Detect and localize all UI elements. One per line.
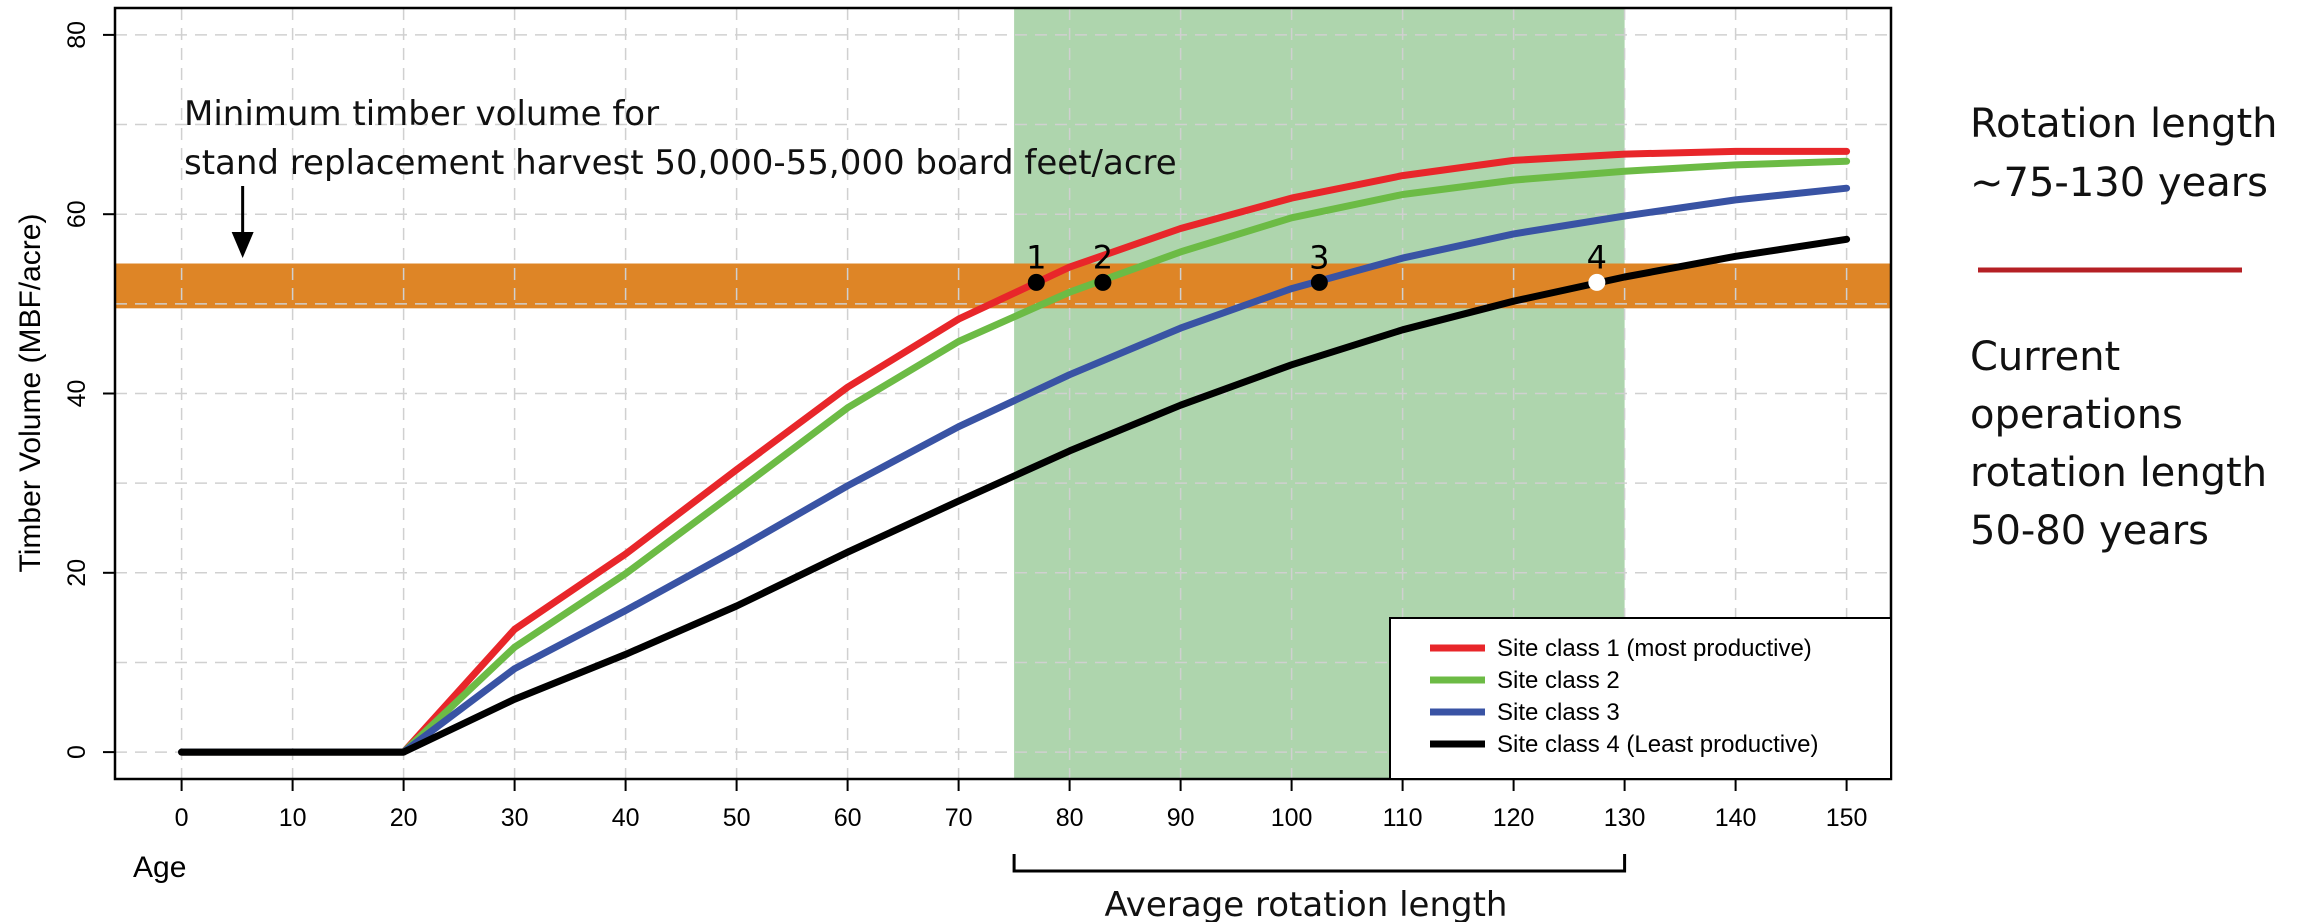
- legend-label-1: Site class 1 (most productive): [1497, 635, 1812, 662]
- harvest-point-3: [1310, 273, 1328, 291]
- x-tick-label: 30: [501, 804, 529, 832]
- x-tick-label: 100: [1271, 804, 1313, 832]
- side-panel: Rotation length ~75-130 years Current op…: [1970, 101, 2278, 554]
- legend-label-3: Site class 3: [1497, 699, 1620, 726]
- y-tick-label: 0: [63, 745, 91, 759]
- x-tick-label: 90: [1167, 804, 1195, 832]
- x-axis-label: Age: [133, 851, 186, 884]
- current-ops-line-4: 50-80 years: [1970, 508, 2209, 554]
- x-tick-label: 20: [390, 804, 418, 832]
- x-tick-label: 70: [945, 804, 973, 832]
- x-tick-label: 110: [1383, 804, 1423, 832]
- legend-label-2: Site class 2: [1497, 667, 1620, 694]
- legend-label-4: Site class 4 (Least productive): [1497, 731, 1818, 758]
- series-line-4: [178, 235, 1851, 756]
- current-ops-line-1: Current: [1970, 334, 2120, 380]
- harvest-point-label-4: 4: [1587, 238, 1607, 276]
- series-line-2: [178, 157, 1851, 756]
- min-volume-annotation-line2: stand replacement harvest 50,000-55,000 …: [184, 143, 1177, 183]
- x-tick-label: 10: [279, 804, 307, 832]
- y-axis-label: Timber Volume (MBF/acre): [14, 214, 47, 573]
- y-tick-label: 20: [63, 559, 91, 587]
- min-volume-annotation-line1: Minimum timber volume for: [184, 94, 659, 134]
- harvest-point-1: [1027, 273, 1045, 291]
- harvest-point-label-1: 1: [1026, 238, 1046, 276]
- y-tick-label: 80: [63, 21, 91, 49]
- x-tick-label: 0: [175, 804, 189, 832]
- series-line-1: [178, 147, 1851, 756]
- y-tick-label: 60: [63, 200, 91, 228]
- x-tick-label: 60: [834, 804, 862, 832]
- harvest-point-2: [1094, 273, 1112, 291]
- x-tick-label: 80: [1056, 804, 1084, 832]
- rotation-bracket: [1012, 854, 1627, 873]
- harvest-point-label-3: 3: [1309, 238, 1329, 276]
- current-ops-line-3: rotation length: [1970, 450, 2267, 496]
- harvest-point-label-2: 2: [1093, 238, 1113, 276]
- x-tick-label: 40: [612, 804, 640, 832]
- rotation-length-range: ~75-130 years: [1970, 160, 2268, 206]
- legend: Site class 1 (most productive) Site class…: [1389, 617, 1892, 780]
- rotation-length-title: Rotation length: [1970, 101, 2278, 147]
- rotation-bracket-label: Average rotation length: [1105, 885, 1508, 922]
- harvest-point-4: [1588, 273, 1606, 291]
- x-tick-label: 120: [1493, 804, 1535, 832]
- y-tick-label: 40: [63, 380, 91, 408]
- annotation-arrow-head: [231, 232, 254, 258]
- x-tick-label: 50: [723, 804, 751, 832]
- x-tick-label: 130: [1604, 804, 1646, 832]
- x-tick-label: 140: [1715, 804, 1757, 832]
- series-line-3: [178, 184, 1851, 756]
- current-ops-line-2: operations: [1970, 392, 2183, 438]
- x-tick-label: 150: [1826, 804, 1868, 832]
